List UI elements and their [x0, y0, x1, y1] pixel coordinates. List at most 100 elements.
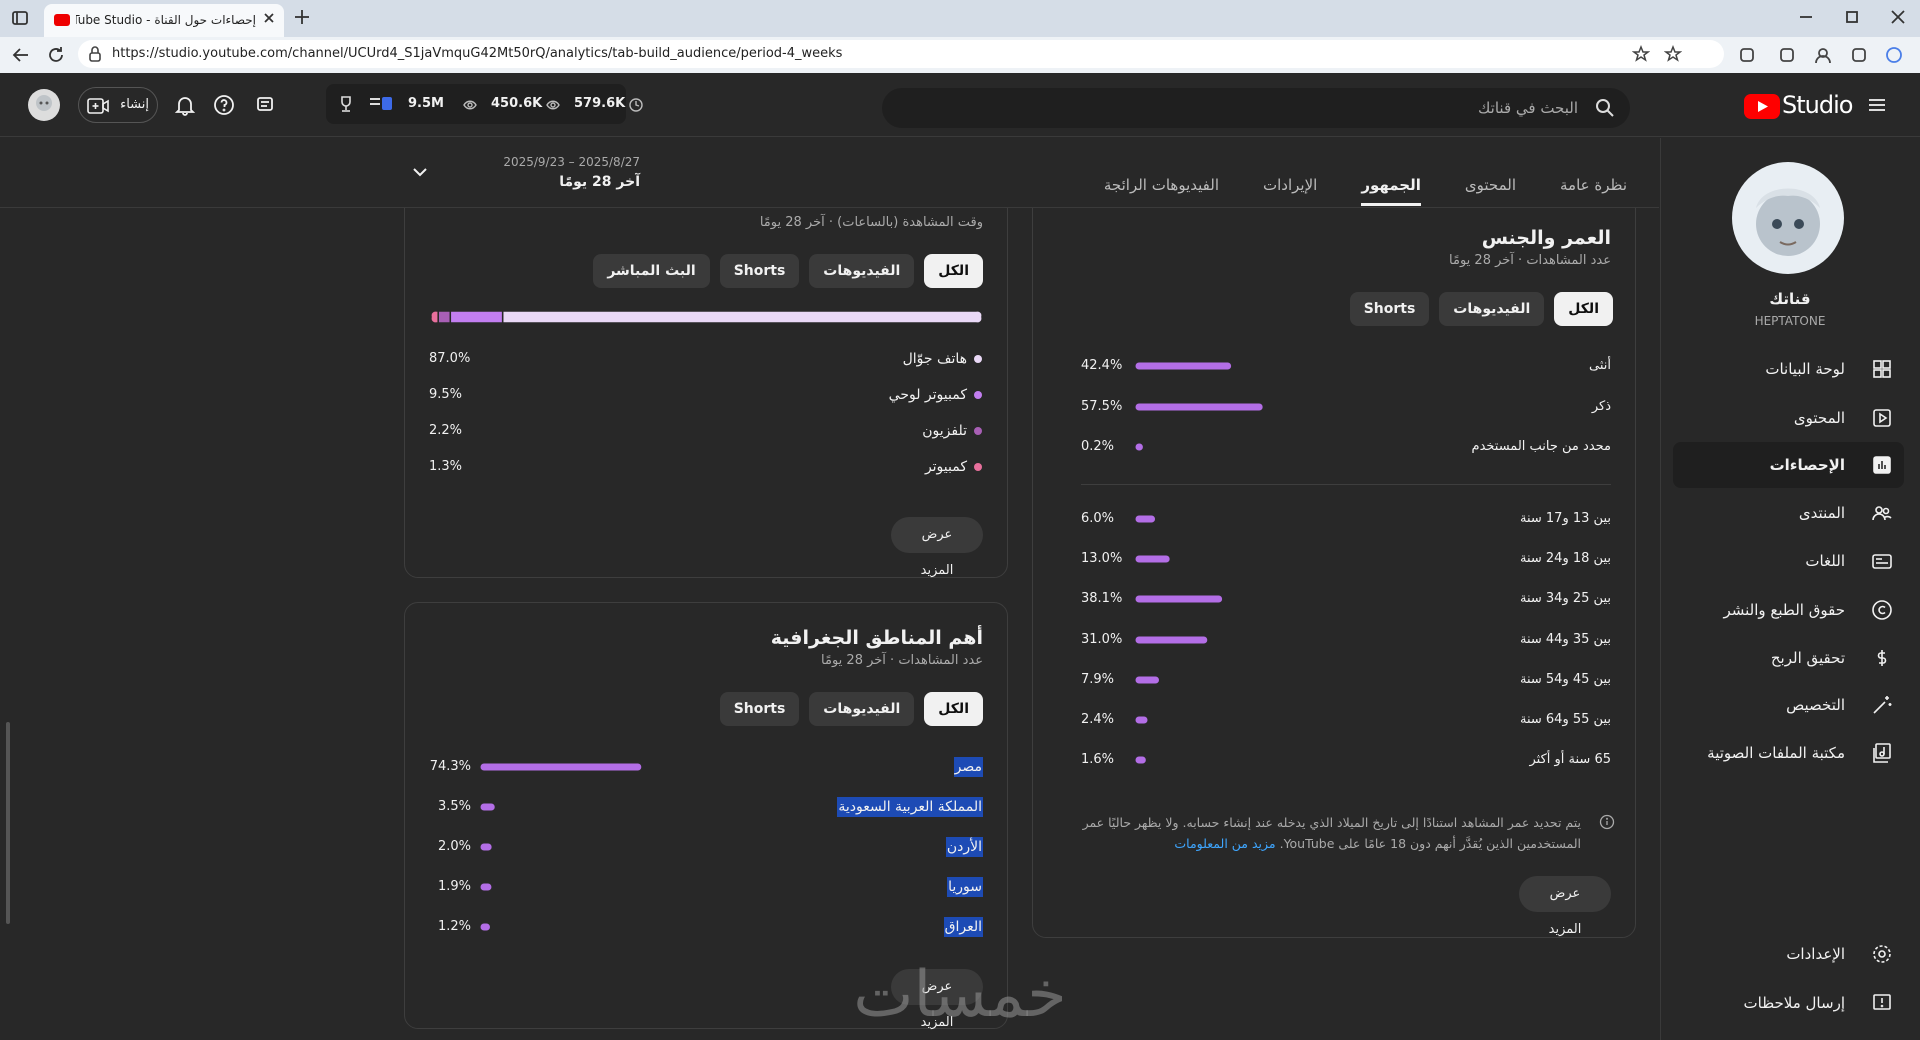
tab[interactable]: الفيديوهات الرائجة — [1103, 176, 1219, 194]
sidebar-item-icon — [1872, 600, 1892, 620]
scrollbar-thumb — [6, 722, 10, 924]
gender_rows-label: محدد من جانب المستخدم — [1471, 439, 1611, 454]
close-window — [1891, 10, 1905, 24]
device-dot — [974, 463, 982, 471]
sidebar-bottom-item[interactable]: إرسال ملاحظات — [1673, 983, 1904, 1023]
age_rows-percent: 13.0% — [1081, 551, 1123, 567]
filter-chip[interactable]: الفيديوهات — [809, 692, 915, 726]
sidebar-item[interactable]: تحقيق الربح — [1673, 638, 1904, 678]
tab[interactable]: الإيرادات — [1263, 176, 1318, 194]
show-more-button[interactable]: عرض المزيد — [891, 969, 983, 1030]
sidebar-item-label: لوحة البيانات — [1765, 360, 1845, 378]
help-icon — [214, 95, 234, 115]
sidebar-item-label: الإحصاءات — [1769, 456, 1845, 474]
age_rows-label: بين 18 و24 سنة — [1519, 551, 1611, 567]
filter-chip[interactable]: الفيديوهات — [1439, 292, 1545, 326]
address-bar[interactable]: https://studio.youtube.com/channel/UCUrd… — [78, 40, 1724, 68]
device-percent: 1.3% — [429, 459, 463, 474]
notifications-icon — [174, 97, 196, 116]
toolbar-icon — [1886, 47, 1902, 63]
sidebar-item-label: المنتدى — [1798, 504, 1845, 522]
create-button[interactable]: إنشاء — [78, 87, 158, 123]
maximize — [1846, 11, 1858, 23]
stats-box[interactable]: 9.5M 450.6K 579.6K — [326, 84, 643, 124]
search-placeholder: البحث في قناتك — [1478, 99, 1578, 117]
device-dot — [974, 355, 982, 363]
browser-tabstrip — [0, 0, 1920, 37]
period-selector[interactable]: 2025/9/23 – 2025/8/27 آخر 28 يومًا — [400, 148, 640, 198]
sidebar-item-icon — [1873, 409, 1891, 427]
sidebar-item-label: مكتبة الملفات الصوتية — [1707, 744, 1845, 762]
device-label: تلفزيون — [922, 423, 967, 439]
sidebar-item-icon — [1877, 650, 1887, 666]
show-more-button[interactable]: عرض المزيد — [1519, 876, 1611, 937]
tab[interactable]: نظرة عامة — [1560, 176, 1627, 194]
sidebar-item-label: التخصيص — [1786, 696, 1845, 714]
filter-chip[interactable]: البث المباشر — [593, 254, 710, 288]
sidebar-item[interactable]: المحتوى — [1673, 398, 1904, 438]
tab[interactable]: المحتوى — [1464, 176, 1517, 194]
stacked-segment — [501, 311, 982, 323]
sidebar-item-icon — [1873, 994, 1891, 1010]
logo-text: Studio — [1782, 91, 1853, 119]
sidebar-item-icon — [1873, 456, 1891, 474]
browser-tab[interactable]: إحصاءات حول القناة - YouTube Studio — [44, 4, 284, 37]
sidebar-item[interactable]: لوحة البيانات — [1673, 349, 1904, 389]
eye-icon — [546, 100, 560, 110]
sidebar-item[interactable]: التخصيص — [1673, 685, 1904, 725]
bar-track — [1135, 716, 1148, 724]
account-avatar[interactable] — [28, 89, 60, 121]
bar-track — [1135, 555, 1170, 563]
filter-chip[interactable]: الكل — [924, 254, 983, 288]
bar-track — [1135, 595, 1223, 603]
geo-label: مصر — [953, 757, 983, 777]
device-stacked-bar — [431, 311, 982, 323]
note-link[interactable]: مزيد من المعلومات — [1174, 836, 1276, 851]
geo-label: العراق — [943, 917, 983, 937]
back-button — [12, 48, 28, 62]
device-label: هاتف جوّال — [902, 351, 967, 367]
site-info-icon — [89, 46, 101, 62]
device-percent: 9.5% — [429, 387, 463, 402]
stacked-group — [431, 311, 982, 323]
channel-avatar — [1732, 162, 1844, 274]
stacked-segment — [431, 311, 439, 323]
filter-chip[interactable]: الكل — [924, 692, 983, 726]
device-percent: 87.0% — [429, 351, 471, 366]
tab[interactable]: الجمهور — [1361, 170, 1421, 206]
sidebar-item[interactable]: اللغات — [1673, 541, 1904, 581]
sidebar-item-icon — [1873, 743, 1891, 763]
geo-percent: 2.0% — [437, 839, 471, 854]
sidebar-item[interactable]: مكتبة الملفات الصوتية — [1673, 733, 1904, 773]
sidebar-bottom-item[interactable]: الإعدادات — [1673, 934, 1904, 974]
filter-chip[interactable]: الكل — [1554, 292, 1613, 326]
period-label: آخر 28 يومًا — [559, 174, 640, 190]
period-range: 2025/9/23 – 2025/8/27 — [503, 155, 640, 169]
sidebar-item[interactable]: المنتدى — [1673, 493, 1904, 533]
sidebar-item-icon — [1872, 554, 1892, 569]
bar-track — [480, 843, 492, 851]
show-more-button[interactable]: عرض المزيد — [891, 517, 983, 578]
info-icon — [1599, 814, 1615, 830]
bar-track — [1135, 756, 1146, 764]
tab-title: إحصاءات حول القناة - YouTube Studio — [76, 13, 256, 27]
filter-chip[interactable]: Shorts — [719, 254, 800, 288]
card-subtitle: عدد المشاهدات · آخر 28 يومًا — [1449, 253, 1611, 268]
search-box[interactable]: البحث في قناتك — [882, 88, 1630, 128]
filter-chip[interactable]: Shorts — [719, 692, 800, 726]
sidebar-item[interactable]: الإحصاءات — [1673, 445, 1904, 485]
bar-track — [1135, 443, 1143, 451]
stacked-segment — [437, 311, 452, 323]
sidebar-item-label: المحتوى — [1793, 409, 1845, 427]
toolbar-icon — [1815, 48, 1831, 64]
filter-chip[interactable]: Shorts — [1349, 292, 1430, 326]
geo-label: سوريا — [947, 877, 983, 897]
channel-name: HEPTATONE — [1754, 314, 1826, 328]
sidebar-item-icon — [1873, 360, 1891, 378]
filter-chip[interactable]: الفيديوهات — [809, 254, 915, 288]
address-action-icon — [1632, 45, 1650, 62]
sidebar-item[interactable]: حقوق الطبع والنشر — [1673, 590, 1904, 630]
geo-percent: 74.3% — [429, 759, 471, 774]
toolbar-icon — [1740, 48, 1754, 62]
divider — [1081, 484, 1611, 485]
